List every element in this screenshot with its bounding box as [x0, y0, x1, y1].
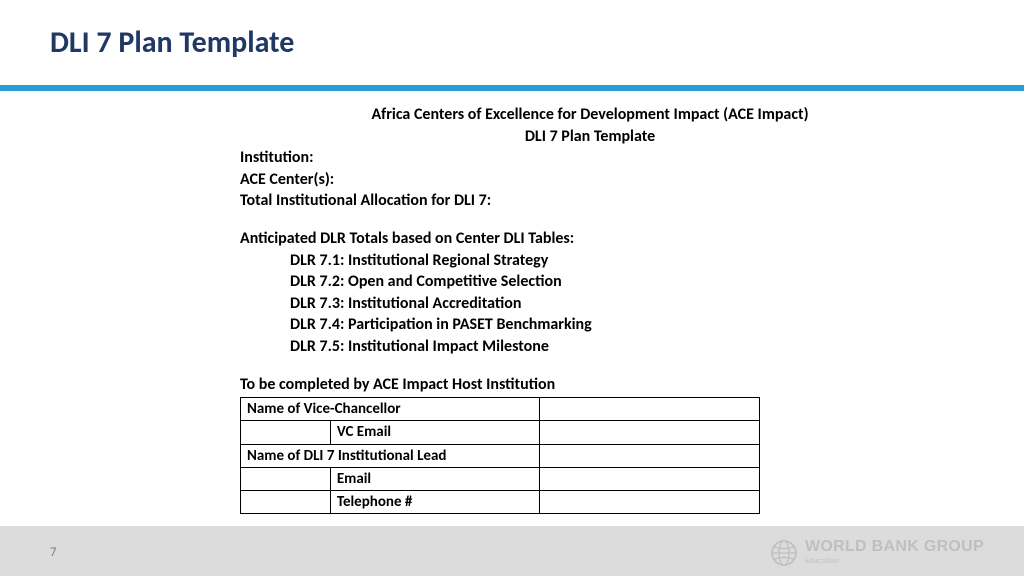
contact-table: Name of Vice-Chancellor VC Email Name of…: [240, 397, 760, 514]
dlr-item: DLR 7.5: Institutional Impact Milestone: [240, 336, 940, 358]
cell-blank: [241, 491, 331, 514]
dlr-item: DLR 7.2: Open and Competitive Selection: [240, 271, 940, 293]
dlr-item: DLR 7.3: Institutional Accreditation: [240, 293, 940, 315]
table-row: Name of Vice-Chancellor: [241, 398, 760, 421]
cell-vc-name-value: [540, 398, 760, 421]
dlr-item: DLR 7.1: Institutional Regional Strategy: [240, 250, 940, 272]
globe-icon: [771, 540, 797, 566]
horizontal-rule: [0, 85, 1024, 91]
cell-email-label: Email: [330, 467, 540, 490]
table-row: Email: [241, 467, 760, 490]
cell-vc-email-label: VC Email: [330, 421, 540, 444]
heading-line-1: Africa Centers of Excellence for Develop…: [240, 104, 940, 126]
table-row: Telephone #: [241, 491, 760, 514]
cell-phone-label: Telephone #: [330, 491, 540, 514]
cell-vc-name-label: Name of Vice-Chancellor: [241, 398, 540, 421]
slide-title: DLI 7 Plan Template: [50, 24, 294, 61]
table-row: VC Email: [241, 421, 760, 444]
world-bank-logo: WORLD BANK GROUP Education: [771, 539, 984, 566]
dlr-intro: Anticipated DLR Totals based on Center D…: [240, 228, 940, 250]
logo-text: WORLD BANK GROUP: [805, 539, 984, 555]
field-centers: ACE Center(s):: [240, 169, 940, 191]
dlr-item: DLR 7.4: Participation in PASET Benchmar…: [240, 314, 940, 336]
cell-lead-name-value: [540, 444, 760, 467]
completed-by: To be completed by ACE Impact Host Insti…: [240, 374, 940, 396]
cell-blank: [241, 467, 331, 490]
cell-blank: [241, 421, 331, 444]
field-allocation: Total Institutional Allocation for DLI 7…: [240, 190, 940, 212]
cell-lead-name-label: Name of DLI 7 Institutional Lead: [241, 444, 540, 467]
content-block: Africa Centers of Excellence for Develop…: [240, 104, 940, 514]
heading-line-2: DLI 7 Plan Template: [240, 126, 940, 148]
cell-email-value: [540, 467, 760, 490]
table-row: Name of DLI 7 Institutional Lead: [241, 444, 760, 467]
page-number: 7: [50, 545, 57, 560]
cell-vc-email-value: [540, 421, 760, 444]
field-institution: Institution:: [240, 147, 940, 169]
cell-phone-value: [540, 491, 760, 514]
slide: DLI 7 Plan Template Africa Centers of Ex…: [0, 0, 1024, 576]
logo-subtext: Education: [805, 556, 984, 566]
